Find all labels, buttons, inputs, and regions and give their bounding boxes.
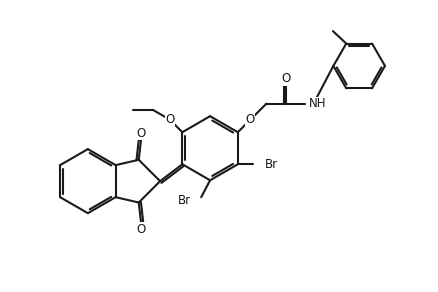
Text: Br: Br <box>265 158 278 171</box>
Text: O: O <box>136 223 145 236</box>
Text: Br: Br <box>178 194 191 207</box>
Text: O: O <box>165 113 174 126</box>
Text: NH: NH <box>309 97 327 110</box>
Text: O: O <box>281 72 290 85</box>
Text: O: O <box>246 113 255 126</box>
Text: O: O <box>136 127 145 140</box>
